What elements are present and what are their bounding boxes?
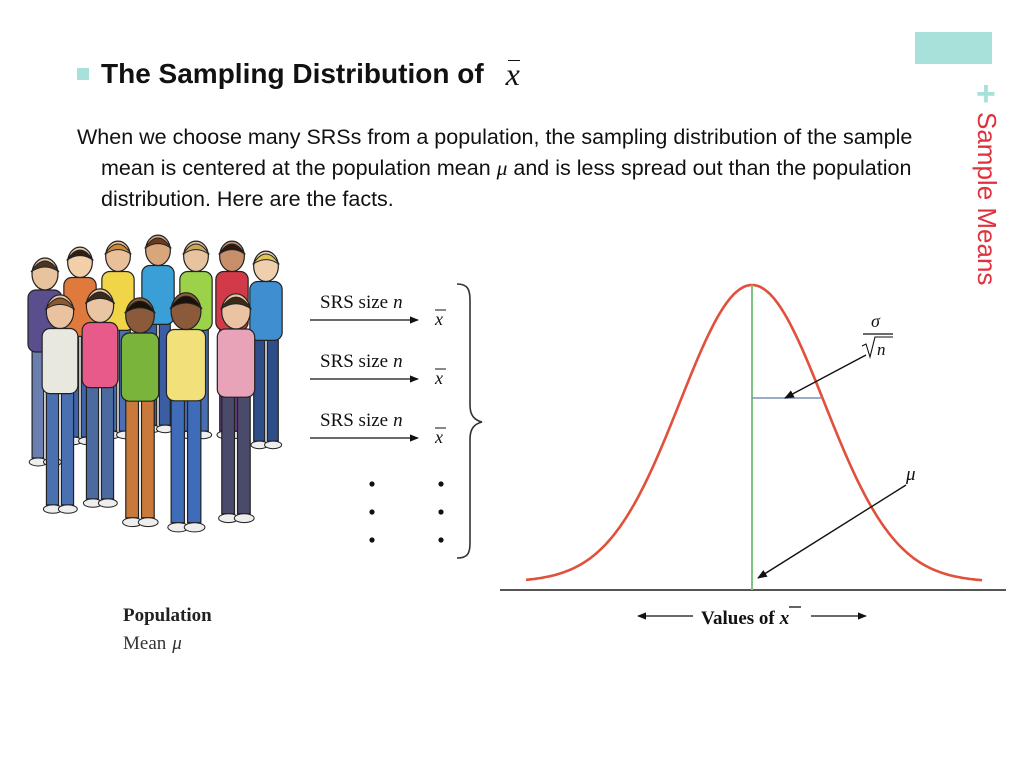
srs-row: SRS size n x [310,351,446,388]
srs-row: SRS size n x [310,292,446,329]
mu-label: μ [905,464,916,485]
svg-text:x: x [434,427,443,447]
population-label: Population [123,605,212,626]
sigma-over-root-n-label: σ n [861,311,893,360]
srs-row: SRS size n x [310,410,446,447]
svg-text:σ: σ [871,311,881,331]
plus-icon: + [976,75,996,113]
bullet-square-icon [77,68,89,80]
slide-title: The Sampling Distribution of x [77,54,520,94]
svg-text:n: n [877,340,886,359]
sigma-pointer-arrow [784,354,867,399]
continuation-dots [369,481,444,543]
population-mean-label: Mean μ [123,633,182,654]
svg-text:x: x [434,309,443,329]
axis-label: Values of x [637,606,867,629]
mu-pointer-arrow [757,484,907,579]
body-paragraph: When we choose many SRSs from a populati… [77,125,913,211]
accent-bar [915,32,992,64]
title-x-bar-symbol: x [505,55,520,92]
sampling-distribution-curve [525,283,983,582]
mu-symbol: μ [496,156,508,180]
title-text: The Sampling Distribution of [101,58,484,89]
population-crowd-illustration [27,234,283,533]
svg-text:Values ofx: Values of x [701,608,790,629]
right-brace [456,283,483,559]
svg-text:x: x [434,368,443,388]
